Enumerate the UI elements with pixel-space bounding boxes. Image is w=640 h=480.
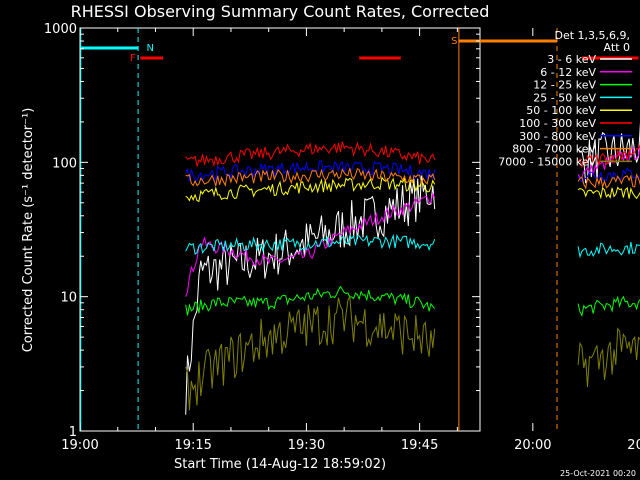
observing-flags-layer: FN S — [80, 28, 639, 431]
series-12-25keV — [185, 285, 640, 317]
axis-ticks: 19:0019:1519:3019:4520:0020:1520:3011010… — [44, 22, 640, 453]
series-line-pass2 — [577, 167, 640, 183]
series-line-pass1 — [185, 176, 436, 203]
legend-entry-label: 100 - 300 keV — [519, 117, 596, 130]
legend-entry-label: 3 - 6 keV — [547, 53, 596, 66]
series-line-pass2 — [577, 241, 640, 259]
y-axis-label: Corrected Count Rate (s⁻¹ detector⁻¹) — [21, 108, 36, 353]
series-3-6keV — [185, 123, 640, 415]
legend-entry-label: 300 - 800 keV — [519, 130, 596, 143]
series-line-pass1 — [185, 294, 436, 411]
x-tick-label: 19:00 — [61, 438, 98, 453]
x-tick-label: 20:00 — [514, 438, 551, 453]
x-tick-label: 19:45 — [401, 438, 438, 453]
series-line-pass2 — [577, 145, 640, 179]
y-tick-label: 1 — [69, 425, 77, 440]
legend-entry-label: 6 - 12 keV — [540, 66, 596, 79]
series-line-pass2 — [577, 295, 640, 317]
series-line-pass1 — [185, 141, 436, 167]
series-50-100keV — [185, 176, 640, 203]
series-800-7000keV — [185, 167, 640, 190]
legend-entry-label: 12 - 25 keV — [533, 79, 596, 92]
flag-label-N: N — [146, 43, 153, 54]
series-line-pass1 — [185, 285, 436, 316]
plot-frame — [79, 27, 481, 432]
series-line-pass2 — [577, 173, 640, 190]
legend-entry-label: 800 - 7000 keV — [512, 143, 596, 156]
y-tick-label: 1000 — [44, 22, 77, 37]
x-tick-label: 19:15 — [174, 438, 211, 453]
x-tick-label: 20:15 — [627, 438, 640, 453]
flag-label-S: S — [451, 36, 457, 47]
series-line-pass1 — [185, 167, 436, 187]
legend-header: Att 0 — [604, 41, 630, 54]
series-line-pass2 — [577, 327, 640, 388]
legend-header: Det 1,3,5,6,9, — [554, 29, 630, 42]
series-line-pass2 — [577, 186, 640, 200]
series-7000-15000keV — [185, 294, 640, 411]
series-25-50keV — [185, 233, 640, 259]
chart-title: RHESSI Observing Summary Count Rates, Co… — [71, 2, 490, 21]
series-line-pass1 — [185, 233, 436, 256]
series-line-pass1 — [185, 173, 436, 415]
generation-timestamp: 25-Oct-2021 00:20 — [560, 469, 636, 478]
series-line-pass2 — [577, 123, 640, 184]
y-tick-label: 100 — [52, 156, 77, 171]
flag-label-F: F — [130, 53, 136, 64]
legend-entry-label: 25 - 50 keV — [533, 91, 596, 104]
x-axis-label: Start Time (14-Aug-12 18:59:02) — [174, 457, 386, 472]
series-line-pass1 — [185, 192, 436, 297]
series-100-300keV — [185, 141, 640, 169]
legend-entry-label: 7000 - 15000 keV — [498, 155, 596, 168]
y-tick-label: 10 — [60, 291, 77, 306]
series-layer — [185, 123, 640, 415]
series-line-pass2 — [577, 143, 640, 169]
x-tick-label: 19:30 — [288, 438, 325, 453]
legend-entry-label: 50 - 100 keV — [526, 104, 596, 117]
